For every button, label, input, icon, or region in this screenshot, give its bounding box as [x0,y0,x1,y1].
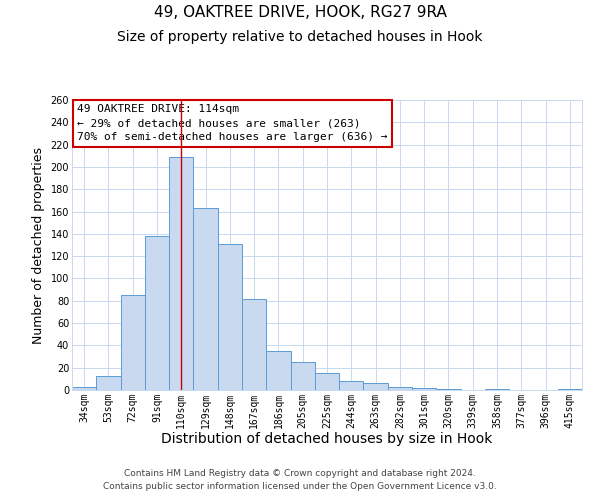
Bar [266,351,290,390]
Bar [242,298,266,390]
Bar [485,389,509,390]
Bar [315,374,339,390]
Text: Contains HM Land Registry data © Crown copyright and database right 2024.: Contains HM Land Registry data © Crown c… [124,468,476,477]
Bar [364,384,388,390]
Bar [436,389,461,390]
Bar [121,295,145,390]
Bar [218,244,242,390]
Y-axis label: Number of detached properties: Number of detached properties [32,146,45,344]
Bar [339,381,364,390]
Text: Contains public sector information licensed under the Open Government Licence v3: Contains public sector information licen… [103,482,497,491]
Text: 49 OAKTREE DRIVE: 114sqm
← 29% of detached houses are smaller (263)
70% of semi-: 49 OAKTREE DRIVE: 114sqm ← 29% of detach… [77,104,388,142]
Bar [412,388,436,390]
Bar [145,236,169,390]
Bar [193,208,218,390]
Text: 49, OAKTREE DRIVE, HOOK, RG27 9RA: 49, OAKTREE DRIVE, HOOK, RG27 9RA [154,5,446,20]
Bar [290,362,315,390]
Bar [169,157,193,390]
Bar [96,376,121,390]
Bar [388,386,412,390]
Bar [558,389,582,390]
Bar [72,386,96,390]
Text: Distribution of detached houses by size in Hook: Distribution of detached houses by size … [161,432,493,446]
Text: Size of property relative to detached houses in Hook: Size of property relative to detached ho… [117,30,483,44]
